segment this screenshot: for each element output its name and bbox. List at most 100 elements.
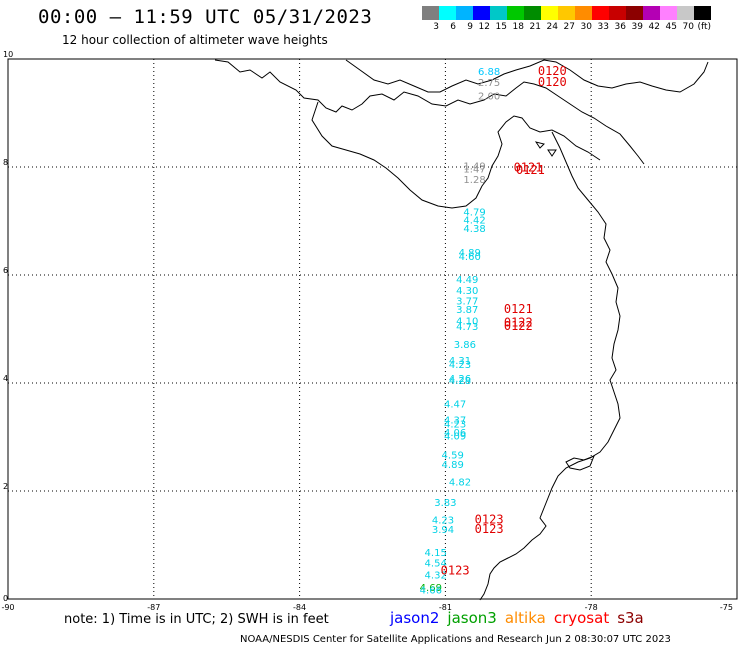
- wave-height-label: 4.79: [463, 208, 485, 219]
- colorbar-tick-label: 30: [580, 22, 592, 32]
- colorbar-swatch: [490, 6, 507, 20]
- wave-height-label: 4.89: [442, 460, 464, 471]
- satellite-legend: jason2 jason3 altika cryosat s3a: [390, 609, 652, 627]
- time-label: 0120: [538, 64, 567, 78]
- time-label: 0121: [504, 302, 533, 316]
- wave-height-label: 2.00: [478, 92, 500, 103]
- wave-height-colorbar: [422, 6, 711, 20]
- satellite-legend-item: jason2: [390, 609, 440, 627]
- wave-height-label: 2.75: [478, 78, 500, 89]
- time-label: 0121: [516, 163, 545, 177]
- x-tick-label: -84: [293, 603, 306, 612]
- y-tick-label: 0: [3, 594, 8, 603]
- wave-height-label: 3.86: [454, 340, 476, 351]
- coastline-central-america-south: [311, 101, 601, 209]
- colorbar-swatch: [541, 6, 558, 20]
- x-tick-label: -78: [585, 603, 598, 612]
- wave-height-label: 4.10: [456, 317, 478, 328]
- colorbar-tick-label: 9: [467, 22, 473, 32]
- colorbar-swatch: [660, 6, 677, 20]
- colorbar-swatch: [575, 6, 592, 20]
- x-tick-label: -90: [1, 603, 14, 612]
- wave-height-label: 4.32: [425, 570, 447, 581]
- coastline-gulf-of-guayaquil: [565, 455, 595, 471]
- wave-height-label: 1.47: [463, 164, 485, 175]
- colorbar-tick-label: 18: [512, 22, 524, 32]
- colorbar-swatch: [473, 6, 490, 20]
- colorbar-tick-label: 33: [597, 22, 609, 32]
- wave-height-label: 4.31: [449, 356, 471, 367]
- wave-height-label: 1.28: [463, 175, 485, 186]
- wave-height-label: 4.42: [463, 216, 485, 227]
- map-frame: [7, 58, 738, 600]
- colorbar-tick-label: 39: [631, 22, 643, 32]
- map-grid: [7, 58, 738, 600]
- wave-height-label: 4.60: [459, 252, 481, 263]
- wave-height-label: 4.73: [456, 322, 478, 333]
- wave-height-label: 4.89: [459, 248, 481, 259]
- colorbar-tick-label: 70: [682, 22, 694, 32]
- map-title: 00:00 – 11:59 UTC 05/31/2023: [38, 6, 373, 28]
- colorbar-tick-label: (ft): [697, 22, 711, 32]
- colorbar-swatch: [524, 6, 541, 20]
- wave-height-label: 3.87: [456, 305, 478, 316]
- colorbar-tick-label: 3: [433, 22, 439, 32]
- colorbar-swatch: [677, 6, 694, 20]
- wave-height-marks: 6.882.75 2.00 1.491.471.28 4.794.424.38 4.89…: [420, 64, 567, 596]
- colorbar-tick-label: 42: [648, 22, 660, 32]
- wave-height-label: 4.23: [444, 419, 466, 430]
- colorbar-tick-label: 45: [665, 22, 677, 32]
- coastline-pearl-islands: [534, 141, 557, 157]
- colorbar-tick-label: 24: [546, 22, 558, 32]
- wave-height-label: 4.23: [449, 360, 471, 371]
- coastline-north-east: [345, 59, 709, 93]
- colorbar-swatch: [439, 6, 456, 20]
- y-tick-label: 6: [3, 266, 8, 275]
- colorbar-tick-label: 12: [478, 22, 490, 32]
- coastline-pacific-south-america: [479, 131, 621, 601]
- y-tick-label: 10: [3, 50, 13, 59]
- wave-height-label: 4.15: [425, 548, 447, 559]
- y-tick-label: 2: [3, 482, 8, 491]
- wave-height-label: 4.38: [463, 224, 485, 235]
- time-label: 0122: [504, 315, 533, 329]
- wave-height-label: 4.26: [449, 374, 471, 385]
- coastline: [214, 59, 709, 601]
- wave-height-label: 4.49: [456, 275, 478, 286]
- wave-height-label: 4.30: [456, 286, 478, 297]
- satellite-legend-item: s3a: [617, 609, 644, 627]
- footnote: note: 1) Time is in UTC; 2) SWH is in fe…: [64, 612, 329, 627]
- wave-height-label: 4.28: [449, 376, 471, 387]
- colorbar-swatch: [456, 6, 473, 20]
- colorbar-swatch: [592, 6, 609, 20]
- wave-height-label: 4.37: [444, 416, 466, 427]
- colorbar-tick-label: 27: [563, 22, 575, 32]
- wave-height-label: 4.09: [444, 432, 466, 443]
- satellite-legend-item: altika: [504, 609, 546, 627]
- time-label: 0123: [475, 512, 504, 526]
- coastline-central-america-north: [214, 59, 645, 165]
- satellite-legend-item: jason3: [447, 609, 497, 627]
- wave-height-label: 4.69: [420, 583, 442, 594]
- time-label: 0120: [538, 75, 567, 89]
- colorbar-swatch: [558, 6, 575, 20]
- colorbar-tick-label: 15: [495, 22, 507, 32]
- colorbar-tick-label: 21: [529, 22, 541, 32]
- colorbar-swatch: [694, 6, 711, 20]
- wave-height-label: 4.82: [449, 478, 471, 489]
- wave-height-label: 4.66: [420, 586, 442, 597]
- satellite-legend-item: cryosat: [553, 609, 610, 627]
- wave-height-label: 4.59: [442, 451, 464, 462]
- time-label: 0123: [475, 522, 504, 536]
- wave-height-label: 6.88: [478, 67, 500, 78]
- time-label: 0123: [441, 564, 470, 578]
- y-tick-label: 8: [3, 158, 8, 167]
- x-tick-label: -75: [720, 603, 733, 612]
- colorbar-swatch: [422, 6, 439, 20]
- map-subtitle: 12 hour collection of altimeter wave hei…: [62, 33, 328, 47]
- time-label: 0122: [504, 319, 533, 333]
- wave-height-label: 3.83: [434, 498, 456, 509]
- y-tick-label: 4: [3, 374, 8, 383]
- wave-height-label: 4.54: [425, 559, 447, 570]
